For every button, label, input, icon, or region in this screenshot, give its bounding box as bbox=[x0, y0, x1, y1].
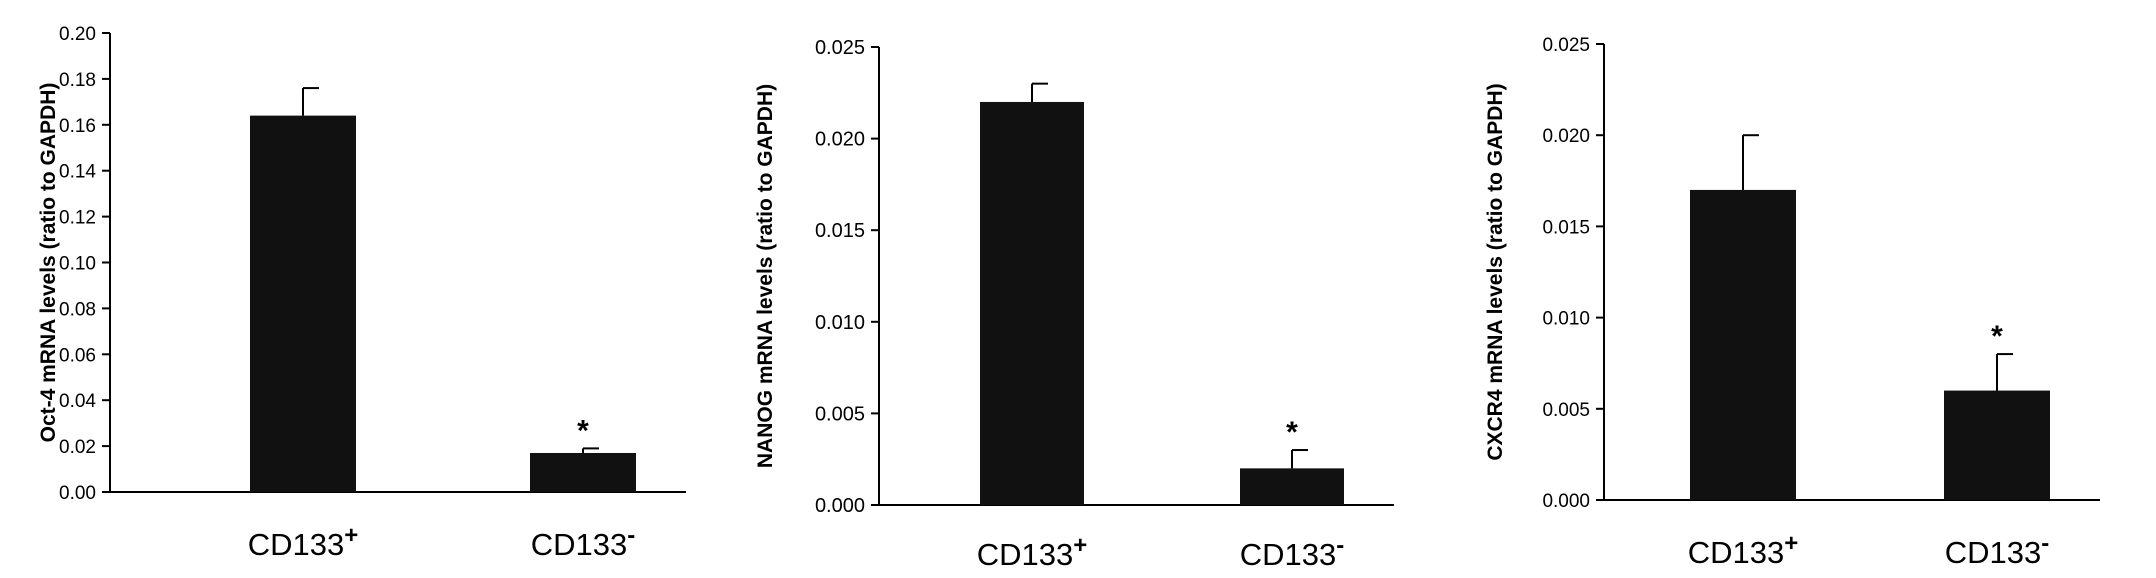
y-tick-label: 0.10 bbox=[59, 254, 96, 275]
y-axis-label: Oct-4 mRNA levels (ratio to GAPDH) bbox=[37, 83, 60, 443]
chart-panel-1: 0.00 0.02 0.04 0.06 0.08 0.10 0.12 0.14 0.16 0.18… bbox=[37, 24, 686, 562]
y-tick-label: 0.14 bbox=[59, 162, 96, 183]
y-tick-label: 0.20 bbox=[59, 24, 96, 45]
y-tick-label: 0.015 bbox=[1542, 217, 1590, 238]
y-tick-label: 0.000 bbox=[1542, 491, 1590, 512]
y-tick-label: 0.02 bbox=[59, 437, 96, 458]
bar-1 bbox=[1690, 189, 1796, 501]
bar-2 bbox=[1944, 390, 2050, 500]
category-label: CD133+ bbox=[248, 522, 359, 562]
y-tick-label: 0.16 bbox=[59, 116, 96, 137]
y-tick-label: 0.025 bbox=[1542, 35, 1590, 56]
y-tick-label: 0.04 bbox=[59, 391, 96, 412]
significance-marker: * bbox=[577, 414, 589, 447]
y-tick-label: 0.06 bbox=[59, 345, 96, 366]
category-label: CD133+ bbox=[977, 532, 1088, 572]
significance-marker: * bbox=[1286, 416, 1298, 449]
bar-2 bbox=[530, 452, 636, 492]
y-tick-label: 0.015 bbox=[815, 220, 865, 242]
y-tick-label: 0.00 bbox=[59, 483, 96, 504]
y-tick-label: 0.005 bbox=[1542, 400, 1590, 421]
bar-1 bbox=[250, 115, 356, 493]
category-label: CD133+ bbox=[1688, 530, 1799, 570]
y-tick-label: 0.010 bbox=[815, 312, 865, 334]
category-label: CD133- bbox=[1240, 532, 1345, 572]
chart-panel-3: 0.000 0.005 0.010 0.015 0.020 0.025 CXCR4 mRNA… bbox=[1484, 35, 2100, 570]
y-tick-label: 0.005 bbox=[815, 403, 865, 425]
y-tick-label: 0.025 bbox=[815, 37, 865, 59]
y-tick-label: 0.010 bbox=[1542, 309, 1590, 330]
significance-marker: * bbox=[1991, 320, 2003, 353]
category-label: CD133- bbox=[1945, 530, 2050, 570]
bar-2 bbox=[1240, 468, 1344, 505]
category-label: CD133- bbox=[531, 522, 636, 562]
y-tick-label: 0.12 bbox=[59, 208, 96, 229]
y-tick-label: 0.08 bbox=[59, 299, 96, 320]
y-tick-label: 0.020 bbox=[815, 129, 865, 151]
y-axis-label: CXCR4 mRNA levels (ratio to GAPDH) bbox=[1484, 83, 1507, 460]
y-tick-label: 0.18 bbox=[59, 70, 96, 91]
chart-panel-2: 0.000 0.005 0.010 0.015 0.020 0.025 NANOG mRNA… bbox=[754, 37, 1394, 572]
y-axis-label: NANOG mRNA levels (ratio to GAPDH) bbox=[754, 84, 777, 468]
y-tick-label: 0.020 bbox=[1542, 126, 1590, 147]
y-tick-label: 0.000 bbox=[815, 495, 865, 517]
bar-1 bbox=[980, 101, 1084, 506]
